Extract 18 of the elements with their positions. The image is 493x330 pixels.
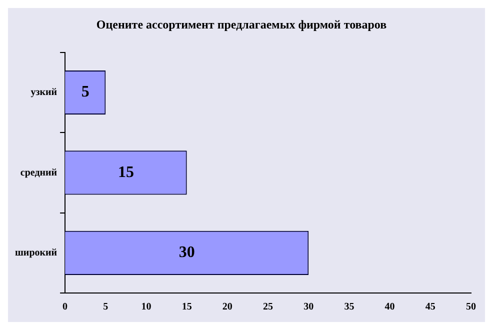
data-label: 5 — [81, 84, 90, 101]
x-tick-label: 35 — [344, 302, 354, 313]
x-tick-label: 0 — [62, 302, 68, 313]
y-tick-label: средний — [20, 167, 58, 178]
y-tick-label: широкий — [14, 247, 58, 258]
data-label: 30 — [178, 244, 195, 262]
x-tick-label: 30 — [304, 302, 314, 313]
x-tick-label: 40 — [384, 302, 395, 313]
y-tick-label: узкий — [30, 87, 58, 98]
x-tick-label: 5 — [103, 302, 108, 313]
x-tick-label: 25 — [263, 302, 274, 313]
data-label: 15 — [118, 164, 134, 181]
x-tick-label: 50 — [466, 302, 476, 313]
x-tick-label: 10 — [141, 302, 152, 313]
x-tick-label: 45 — [425, 302, 436, 313]
x-tick-label: 20 — [222, 302, 232, 313]
chart-title: Оцените ассортимент предлагаемых фирмой товаров — [96, 17, 388, 32]
x-tick-label: 15 — [182, 302, 192, 313]
